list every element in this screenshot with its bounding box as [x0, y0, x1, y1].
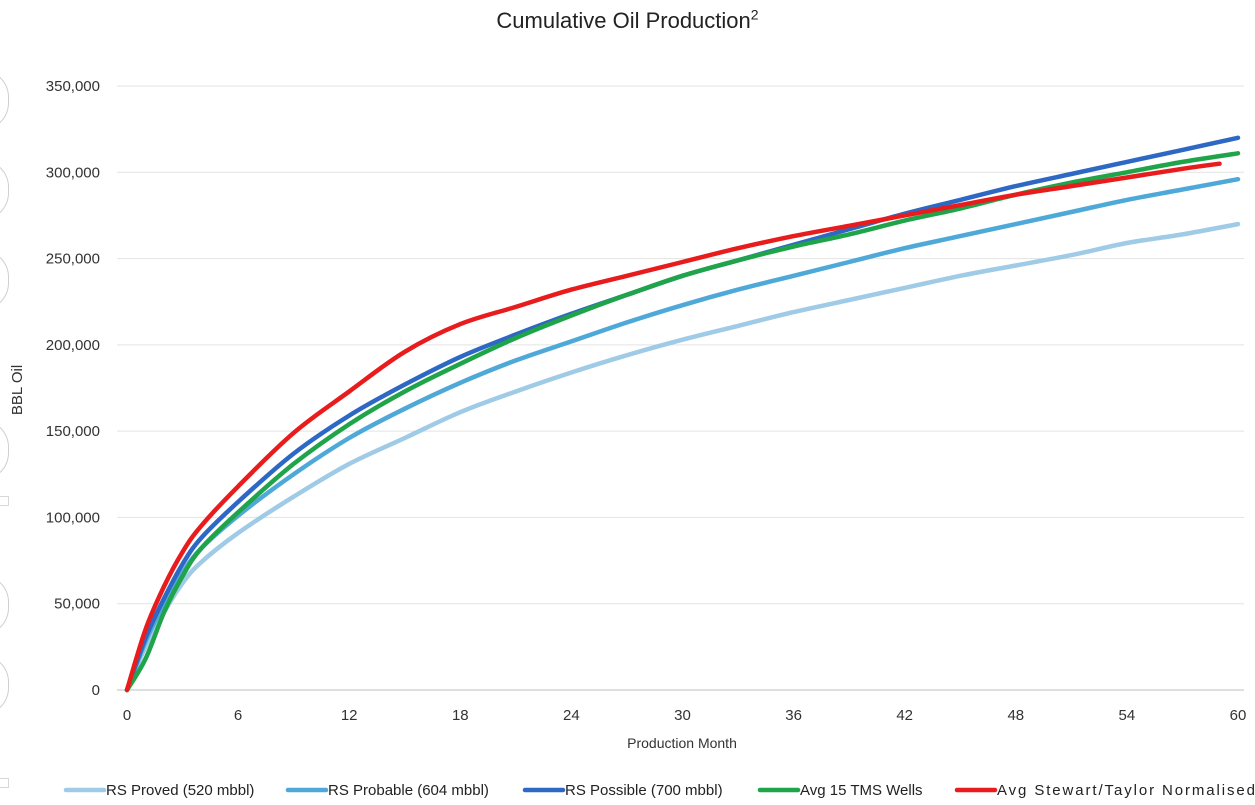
x-tick-label: 12 — [341, 707, 358, 724]
legend: RS Proved (520 mbbl) RS Probable (604 mbb… — [63, 782, 1255, 799]
x-axis-ticks: 0 6 12 18 24 30 36 42 48 54 60 — [123, 707, 1247, 724]
y-tick-label: 250,000 — [46, 251, 100, 268]
y-tick-label: 150,000 — [46, 423, 100, 440]
y-tick-label: 0 — [92, 682, 100, 699]
series-line-4 — [124, 151, 1241, 693]
chart-title: Cumulative Oil Production2 — [0, 8, 1255, 34]
gridlines — [117, 85, 1244, 691]
x-axis-label: Production Month — [627, 735, 737, 751]
y-tick-label: 100,000 — [46, 509, 100, 526]
legend-label: Avg 15 TMS Wells — [800, 782, 923, 799]
y-tick-label: 350,000 — [46, 78, 100, 95]
series-lines — [124, 135, 1241, 693]
x-tick-label: 54 — [1119, 707, 1136, 724]
x-tick-label: 42 — [896, 707, 913, 724]
legend-label: RS Possible (700 mbbl) — [565, 782, 723, 799]
legend-label: RS Proved (520 mbbl) — [106, 782, 254, 799]
legend-label: Avg Stewart/Taylor Normalised — [997, 782, 1255, 799]
series-line-3 — [124, 135, 1241, 693]
edge-decoration — [0, 496, 9, 506]
series-line-5 — [124, 161, 1222, 693]
series-line-1 — [124, 221, 1241, 693]
edge-decoration — [0, 778, 9, 788]
legend-label: RS Probable (604 mbbl) — [328, 782, 489, 799]
y-tick-label: 50,000 — [54, 596, 100, 613]
y-axis-label: BBL Oil — [9, 365, 26, 415]
x-tick-label: 30 — [674, 707, 691, 724]
y-tick-label: 300,000 — [46, 164, 100, 181]
x-tick-label: 48 — [1007, 707, 1024, 724]
x-tick-label: 60 — [1230, 707, 1247, 724]
x-tick-label: 6 — [234, 707, 242, 724]
x-tick-label: 24 — [563, 707, 580, 724]
x-tick-label: 36 — [785, 707, 802, 724]
y-tick-label: 200,000 — [46, 337, 100, 354]
x-tick-label: 0 — [123, 707, 131, 724]
y-axis-ticks: 0 50,000 100,000 150,000 200,000 250,000 300,0… — [46, 78, 100, 699]
chart-title-superscript: 2 — [750, 6, 759, 23]
x-tick-label: 18 — [452, 707, 469, 724]
chart-title-text: Cumulative Oil Production — [496, 8, 751, 33]
